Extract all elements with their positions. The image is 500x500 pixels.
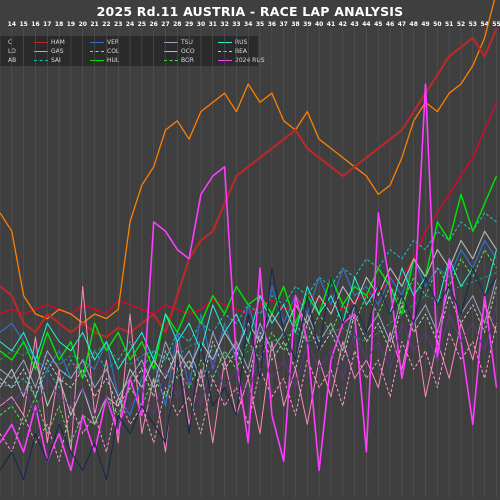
x-tick-label: 52 bbox=[457, 21, 465, 28]
x-tick-label: 30 bbox=[197, 21, 205, 28]
legend-swatch bbox=[164, 42, 178, 43]
x-tick-label: 48 bbox=[410, 21, 418, 28]
x-tick-label: 46 bbox=[386, 21, 394, 28]
x-tick-label: 55 bbox=[492, 21, 500, 28]
series-line-2024-rus bbox=[0, 83, 498, 472]
x-tick-label: 27 bbox=[161, 21, 169, 28]
x-tick-label: 31 bbox=[209, 21, 217, 28]
legend-label: SAI bbox=[51, 57, 61, 64]
x-tick-label: 43 bbox=[350, 21, 358, 28]
legend-swatch bbox=[34, 42, 48, 43]
x-tick-label: 25 bbox=[138, 21, 146, 28]
legend-label: BEA bbox=[235, 48, 248, 55]
legend-label: C bbox=[8, 39, 13, 46]
x-tick-label: 26 bbox=[149, 21, 157, 28]
x-tick-label: 16 bbox=[31, 21, 39, 28]
x-tick-label: 23 bbox=[114, 21, 122, 28]
x-tick-label: 45 bbox=[374, 21, 382, 28]
x-tick-label: 47 bbox=[398, 21, 406, 28]
x-tick-label: 15 bbox=[19, 21, 27, 28]
legend-swatch bbox=[90, 60, 104, 61]
x-tick-label: 29 bbox=[185, 21, 193, 28]
x-tick-label: 38 bbox=[291, 21, 299, 28]
x-tick-label: 22 bbox=[102, 21, 110, 28]
x-tick-label: 44 bbox=[362, 21, 370, 28]
x-tick-label: 19 bbox=[67, 21, 75, 28]
x-tick-label: 33 bbox=[232, 21, 240, 28]
series-line-rus bbox=[0, 249, 497, 370]
legend-label: VER bbox=[107, 39, 120, 46]
x-tick-label: 53 bbox=[469, 21, 477, 28]
x-tick-label: 41 bbox=[327, 21, 335, 28]
series-line-col bbox=[0, 323, 497, 462]
x-tick-label: 37 bbox=[280, 21, 288, 28]
series-line-ham bbox=[0, 28, 498, 339]
legend-label: GAS bbox=[51, 48, 64, 55]
legend-label: OCO bbox=[181, 48, 195, 55]
legend-swatch bbox=[90, 42, 104, 43]
legend-swatch bbox=[218, 42, 232, 43]
series-line-unlabeled-16 bbox=[0, 267, 498, 481]
x-tick-label: 17 bbox=[43, 21, 51, 28]
legend-swatch bbox=[90, 51, 104, 52]
x-tick-label: 32 bbox=[220, 21, 228, 28]
legend-swatch bbox=[164, 60, 178, 61]
x-tick-label: 51 bbox=[445, 21, 453, 28]
legend-swatch bbox=[218, 51, 232, 52]
legend-swatch bbox=[34, 51, 48, 52]
legend-label: COL bbox=[107, 48, 120, 55]
x-tick-label: 49 bbox=[421, 21, 429, 28]
x-tick-label: 35 bbox=[256, 21, 264, 28]
x-tick-label: 24 bbox=[126, 21, 134, 28]
x-tick-label: 28 bbox=[173, 21, 181, 28]
x-tick-label: 50 bbox=[433, 21, 441, 28]
legend: CHAMVERTSURUSLOGASCOLOCOBEAABSAIHULBOR20… bbox=[0, 36, 265, 66]
x-tick-label: 40 bbox=[315, 21, 323, 28]
legend-label: 2024 RUS bbox=[235, 57, 265, 64]
legend-label: RUS bbox=[235, 39, 248, 46]
legend-swatch bbox=[164, 51, 178, 52]
x-tick-label: 42 bbox=[339, 21, 347, 28]
series-line-unlabeled-15 bbox=[0, 304, 497, 425]
x-tick-label: 39 bbox=[303, 21, 311, 28]
legend-label: HAM bbox=[51, 39, 65, 46]
x-tick-label: 54 bbox=[480, 21, 488, 28]
x-tick-label: 36 bbox=[268, 21, 276, 28]
legend-label: BOR bbox=[181, 57, 194, 64]
series-line-sai bbox=[0, 212, 497, 398]
x-tick-label: 21 bbox=[90, 21, 98, 28]
legend-swatch bbox=[218, 60, 232, 61]
legend-label: TSU bbox=[181, 39, 193, 46]
legend-swatch bbox=[34, 60, 48, 61]
legend-label: HUL bbox=[107, 57, 120, 64]
x-tick-label: 14 bbox=[8, 21, 16, 28]
x-tick-label: 20 bbox=[79, 21, 87, 28]
x-tick-label: 34 bbox=[244, 21, 252, 28]
chart-title: 2025 Rd.11 AUSTRIA - RACE LAP ANALYSIS bbox=[96, 4, 404, 19]
x-tick-label: 18 bbox=[55, 21, 63, 28]
